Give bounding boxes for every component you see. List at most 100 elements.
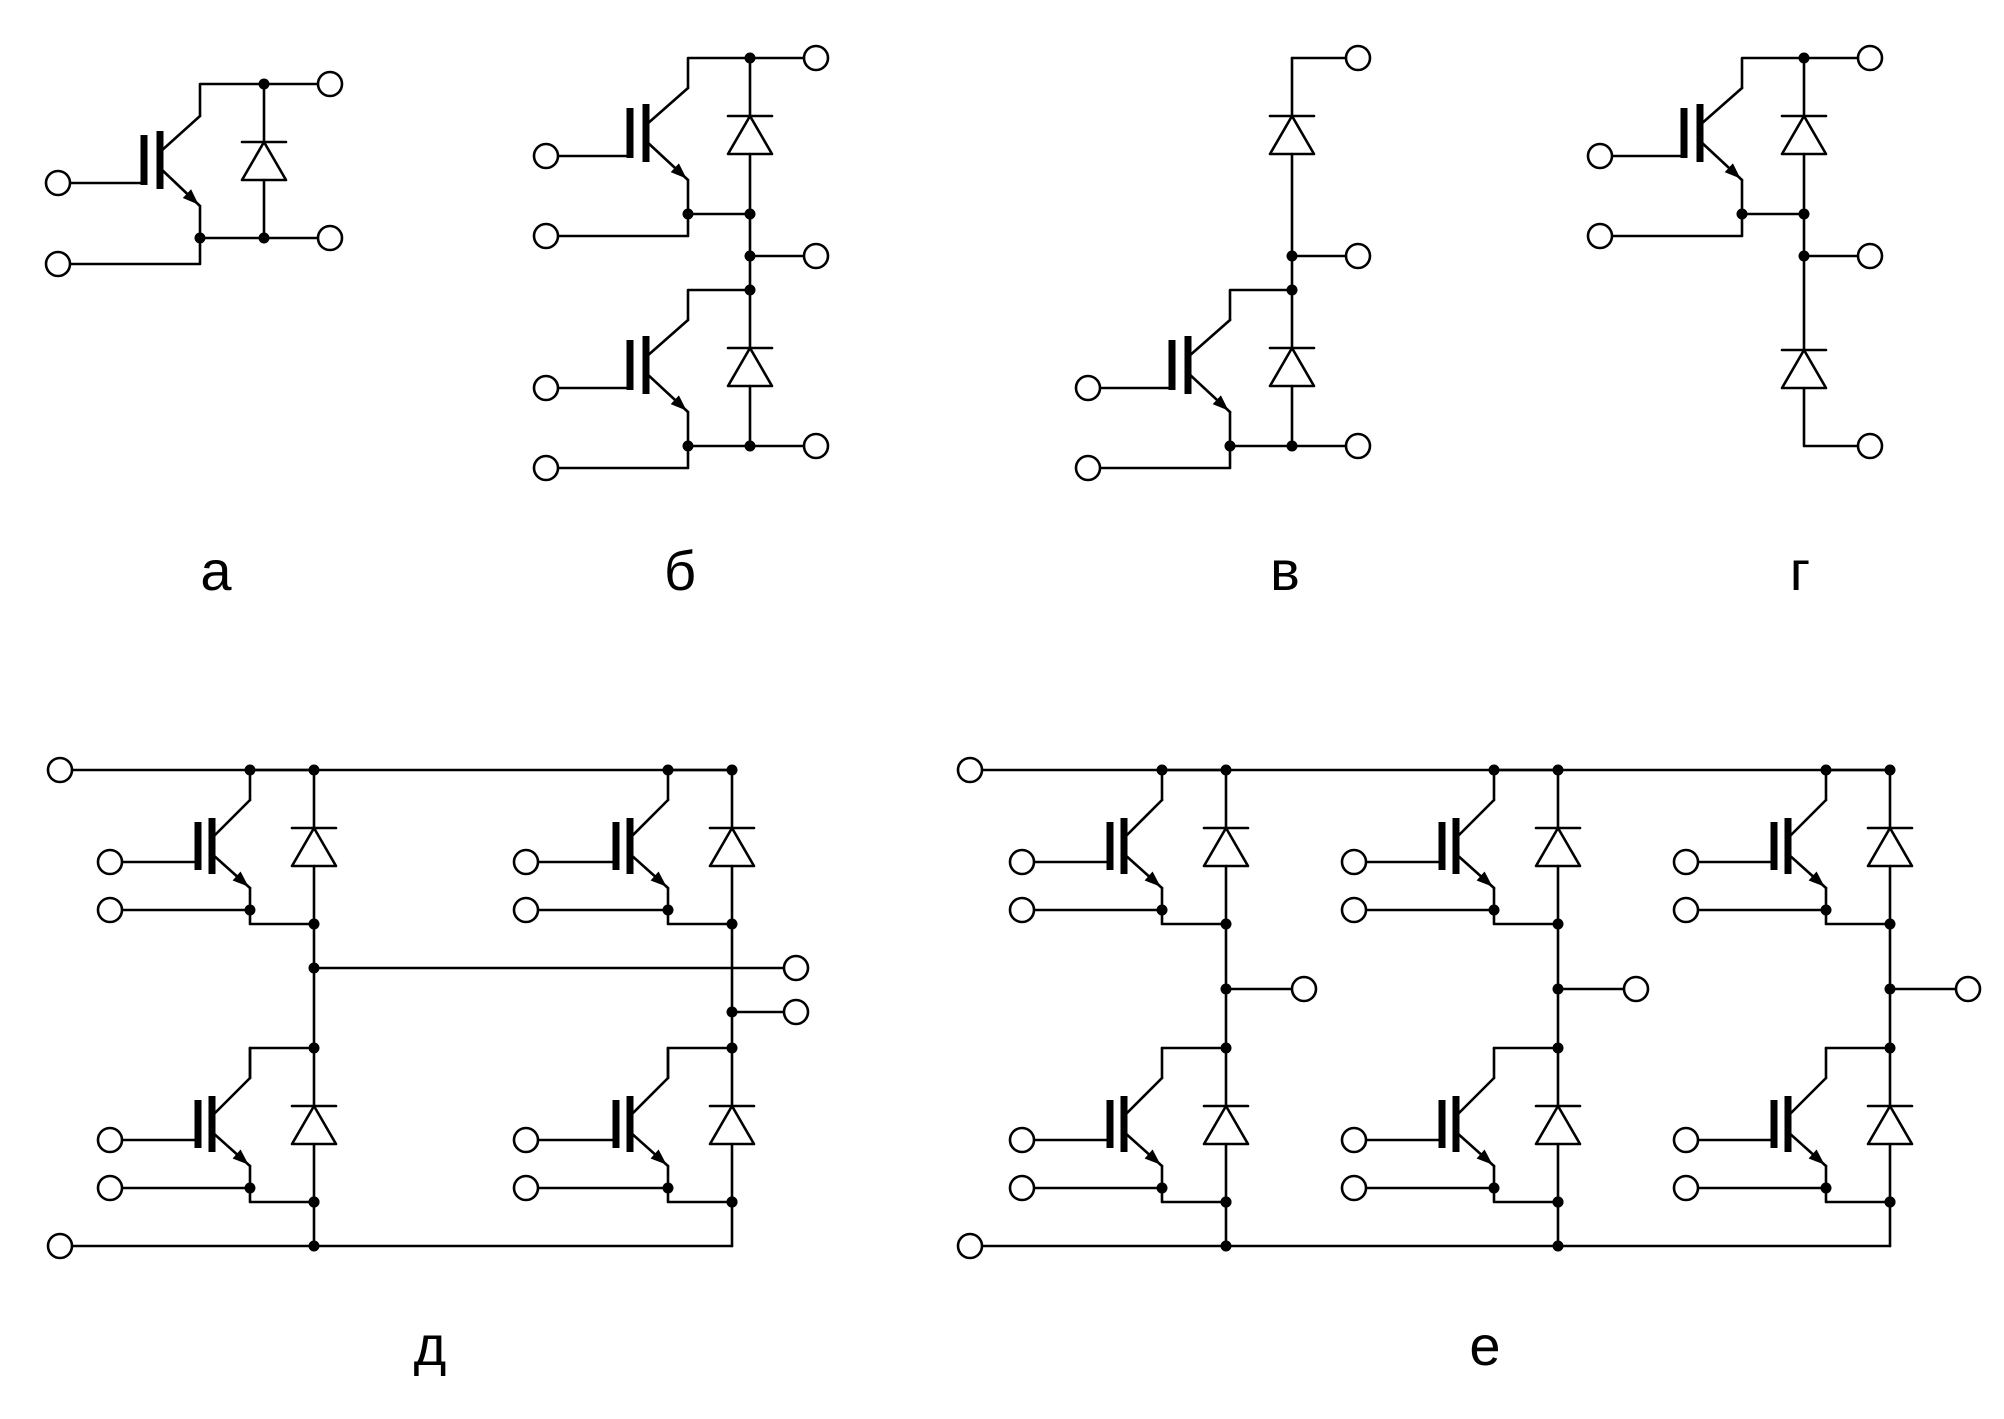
terminal <box>1344 432 1372 460</box>
wire <box>666 922 734 1050</box>
junction-dot <box>744 208 756 220</box>
igbt-collector-lead <box>210 1076 252 1118</box>
junction-dot <box>1884 1042 1896 1054</box>
junction-dot <box>1156 764 1168 776</box>
terminal <box>316 224 344 252</box>
igbt-emitter-arrow <box>1476 871 1493 887</box>
terminal <box>1340 1174 1368 1202</box>
terminal <box>96 1174 124 1202</box>
diode-symbol <box>1268 346 1316 388</box>
junction-dot <box>258 78 270 90</box>
junction-dot <box>662 764 674 776</box>
terminal <box>532 142 560 170</box>
terminal <box>1340 896 1368 924</box>
diagram-b <box>532 44 830 482</box>
junction-dot <box>244 904 256 916</box>
terminal <box>1954 975 1982 1003</box>
terminal <box>532 374 560 402</box>
wire <box>1228 288 1294 322</box>
terminal <box>1340 1126 1368 1154</box>
igbt-symbol <box>536 1076 670 1168</box>
junction-dot <box>1820 904 1832 916</box>
junction-dot <box>194 232 206 244</box>
junction-dot <box>1884 983 1896 995</box>
terminal <box>512 896 540 924</box>
igbt-symbol <box>1098 318 1232 414</box>
wire <box>686 178 752 216</box>
terminal <box>96 1126 124 1154</box>
diode-triangle <box>1202 826 1250 868</box>
igbt-symbol <box>1032 798 1164 890</box>
junction-dot <box>662 904 674 916</box>
igbt-symbol <box>1696 1076 1828 1168</box>
wire <box>666 1164 734 1204</box>
wire <box>1740 56 1806 90</box>
terminal <box>1008 896 1036 924</box>
wire <box>1160 886 1228 926</box>
igbt-symbol <box>1610 86 1744 182</box>
diode-triangle <box>708 1104 756 1146</box>
igbt-symbol <box>556 318 690 414</box>
junction-dot <box>1488 904 1500 916</box>
diode-triangle <box>1202 1104 1250 1146</box>
terminal <box>1340 848 1368 876</box>
diode-symbol <box>1866 826 1914 868</box>
diode-symbol <box>290 826 338 868</box>
terminal <box>1290 975 1318 1003</box>
igbt-collector-lead <box>1698 86 1744 127</box>
diode-symbol <box>1780 114 1828 156</box>
igbt-collector-lead <box>1454 1076 1496 1118</box>
terminal <box>1856 44 1884 72</box>
terminal <box>46 1232 74 1260</box>
wire <box>248 1164 316 1204</box>
junction-dot <box>1552 1042 1564 1054</box>
terminal <box>44 169 72 197</box>
wire <box>198 82 322 118</box>
wire <box>666 886 734 926</box>
diode-triangle <box>290 1104 338 1146</box>
wire <box>556 212 690 238</box>
diode-triangle <box>726 114 774 156</box>
terminal <box>802 432 830 460</box>
igbt-emitter-arrow <box>670 163 687 179</box>
igbt-collector-lead <box>1122 1076 1164 1118</box>
terminal <box>1586 222 1614 250</box>
igbt-emitter-arrow <box>232 871 249 887</box>
diode-triangle <box>1534 826 1582 868</box>
diode-triangle <box>240 140 288 182</box>
diagram-e <box>956 756 1982 1260</box>
diode-symbol <box>708 1104 756 1146</box>
igbt-emitter-arrow <box>182 189 199 205</box>
igbt-symbol <box>1032 1076 1164 1168</box>
terminal <box>512 1126 540 1154</box>
diode-triangle <box>1780 114 1828 156</box>
terminal <box>44 250 72 278</box>
igbt-emitter-arrow <box>1144 871 1161 887</box>
terminal <box>1008 848 1036 876</box>
diode-symbol <box>240 140 288 182</box>
junction-dot <box>1220 983 1232 995</box>
diode-symbol <box>726 114 774 156</box>
diode-triangle <box>290 826 338 868</box>
terminal <box>1622 975 1650 1003</box>
wire <box>1492 922 1560 1050</box>
diode-triangle <box>708 826 756 868</box>
junction-dot <box>1736 208 1748 220</box>
igbt-symbol <box>536 798 670 890</box>
wire <box>1160 922 1228 1050</box>
igbt-symbol <box>1364 1076 1496 1168</box>
label-d: д <box>414 1314 447 1377</box>
junction-dot <box>244 764 256 776</box>
label-g: г <box>1790 539 1810 602</box>
igbt-emitter-arrow <box>650 1149 667 1165</box>
junction-dot <box>1884 1196 1896 1208</box>
terminal <box>316 70 344 98</box>
igbt-collector-lead <box>1786 1076 1828 1118</box>
diode-symbol <box>1534 826 1582 868</box>
terminal <box>532 454 560 482</box>
junction-dot <box>1224 440 1236 452</box>
junction-dot <box>1820 1182 1832 1194</box>
wire <box>1824 886 1892 926</box>
junction-dot <box>1798 250 1810 262</box>
